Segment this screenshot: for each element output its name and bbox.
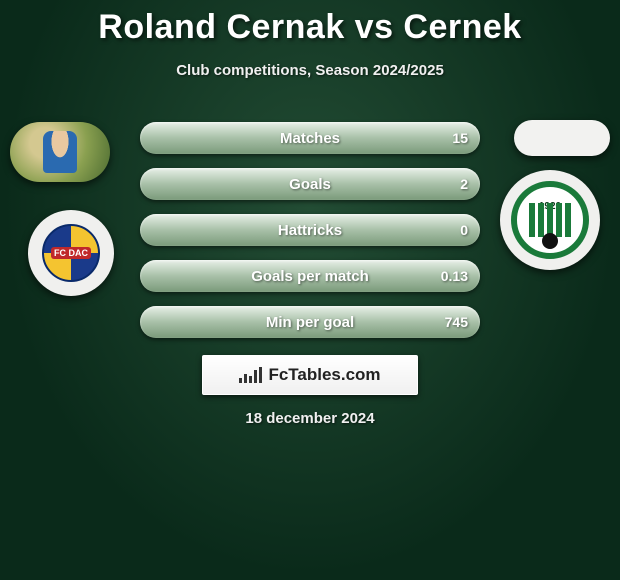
club-right-crest: 1920: [500, 170, 600, 270]
fctables-text: FcTables.com: [268, 365, 380, 385]
crest-dac-icon: FC DAC: [42, 224, 100, 282]
stat-label: Goals per match: [251, 268, 369, 285]
stat-right-value: 0: [460, 222, 468, 238]
stat-label: Hattricks: [278, 222, 342, 239]
crest-stripes-icon: [528, 203, 572, 237]
crest-skalica-icon: 1920: [511, 181, 589, 259]
player-right-avatar: [514, 120, 610, 156]
club-left-crest: FC DAC: [28, 210, 114, 296]
stat-pill-goals: Goals 2: [140, 168, 480, 200]
stat-right-value: 0.13: [441, 268, 468, 284]
stat-pill-mpg: Min per goal 745: [140, 306, 480, 338]
player-left-avatar: [10, 122, 110, 182]
page-title: Roland Cernak vs Cernek: [0, 8, 620, 47]
bar-chart-icon: [239, 367, 262, 383]
page-date: 18 december 2024: [0, 410, 620, 427]
stat-right-value: 745: [445, 314, 468, 330]
stat-pill-hattricks: Hattricks 0: [140, 214, 480, 246]
stat-pill-gpm: Goals per match 0.13: [140, 260, 480, 292]
stats-container: Matches 15 Goals 2 Hattricks 0 Goals per…: [140, 122, 480, 338]
stat-right-value: 2: [460, 176, 468, 192]
crest-ball-icon: [542, 233, 558, 249]
stat-label: Min per goal: [266, 314, 354, 331]
stat-label: Matches: [280, 130, 340, 147]
avatar-icon: [43, 131, 77, 173]
page-subtitle: Club competitions, Season 2024/2025: [0, 62, 620, 79]
stat-right-value: 15: [452, 130, 468, 146]
stat-label: Goals: [289, 176, 331, 193]
fctables-badge: FcTables.com: [202, 355, 418, 395]
stat-pill-matches: Matches 15: [140, 122, 480, 154]
crest-dac-text: FC DAC: [51, 247, 91, 259]
